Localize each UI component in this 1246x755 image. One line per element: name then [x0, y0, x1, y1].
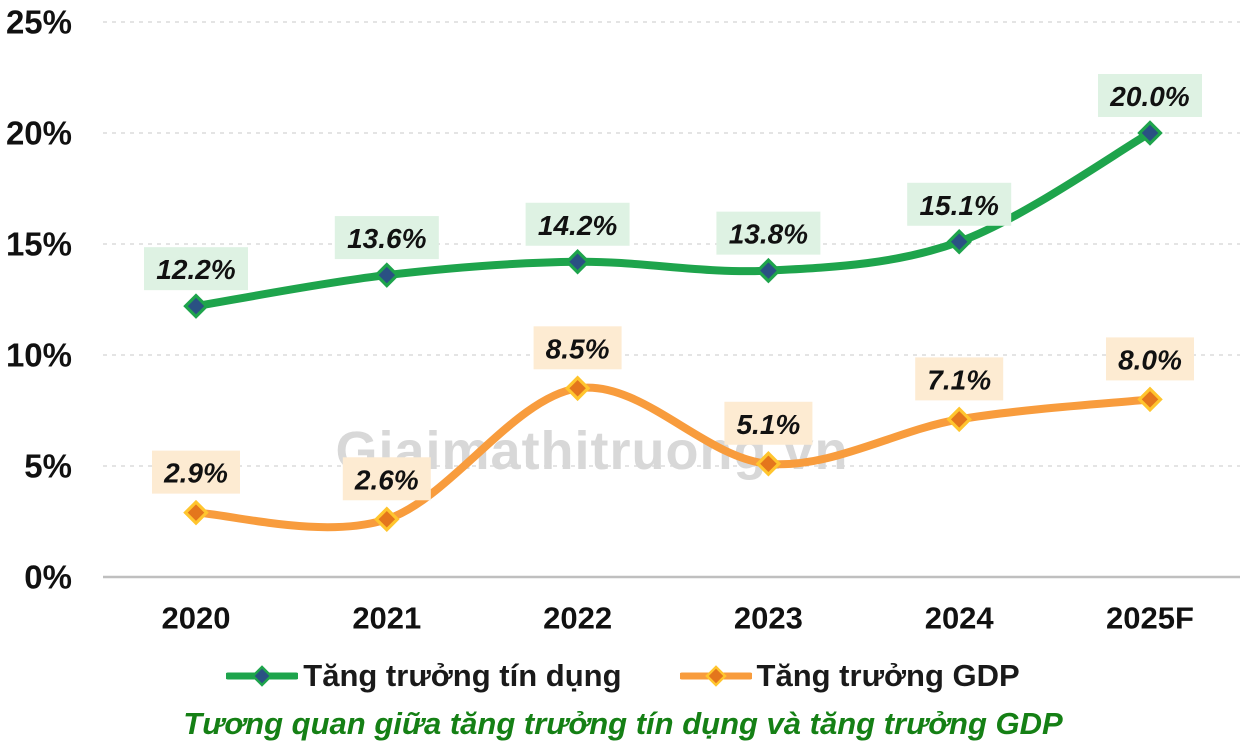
legend-marker	[704, 664, 727, 687]
data-point-marker	[374, 506, 400, 533]
value-label: 14.2%	[538, 210, 617, 241]
value-label: 2.9%	[163, 458, 228, 489]
y-axis-tick-label: 10%	[6, 337, 72, 374]
data-point-marker	[564, 375, 591, 402]
value-label-box	[716, 211, 821, 255]
data-point-marker	[946, 229, 972, 255]
value-label-box	[1098, 74, 1202, 117]
value-label: 2.6%	[354, 464, 419, 495]
legend-label-gdp-growth: Tăng trưởng GDP	[756, 658, 1020, 693]
legend-marker	[251, 664, 274, 687]
value-label-box	[533, 326, 622, 370]
y-axis-tick-label: 20%	[6, 115, 72, 152]
value-label-box	[144, 247, 248, 291]
y-axis-tick-label: 25%	[6, 4, 72, 41]
data-point-marker	[755, 451, 782, 477]
y-axis-tick-label: 5%	[24, 448, 72, 485]
gdp-line-swatch-icon	[679, 664, 752, 687]
value-label: 7.1%	[927, 364, 991, 395]
value-label: 13.8%	[729, 219, 808, 250]
data-point-marker	[183, 293, 209, 319]
value-label-box	[334, 216, 439, 260]
y-axis-tick-label: 0%	[24, 559, 72, 596]
x-axis-tick-label: 2021	[352, 601, 421, 636]
value-label: 8.0%	[1118, 344, 1182, 375]
x-axis-tick-label: 2022	[543, 601, 612, 636]
value-label: 20.0%	[1109, 81, 1189, 112]
value-label-box	[724, 401, 813, 445]
data-point-marker	[755, 257, 782, 284]
line-chart: 0%5%10%15%20%25%Giaimathitruong.vn12.2%1…	[6, 4, 1240, 636]
data-point-marker	[1137, 120, 1163, 146]
y-axis-tick-label: 15%	[6, 226, 72, 263]
x-axis-tick-label: 2025F	[1106, 601, 1194, 636]
data-point-marker	[1137, 386, 1163, 413]
value-label: 15.1%	[919, 190, 998, 221]
value-label-box	[342, 457, 431, 501]
chart-title: Tương quan giữa tăng trưởng tín dụng và …	[183, 706, 1063, 741]
legend-label-credit-growth: Tăng trưởng tín dụng	[303, 658, 622, 693]
credit-line-swatch-icon	[226, 664, 299, 687]
x-axis-tick-label: 2023	[734, 601, 803, 636]
value-label: 8.5%	[546, 333, 610, 364]
value-label-box	[915, 357, 1004, 401]
data-point-marker	[564, 248, 591, 275]
value-label-box	[1106, 337, 1194, 381]
legend-item-credit-growth: Tăng trưởng tín dụng	[226, 658, 622, 693]
data-point-marker	[946, 406, 972, 433]
data-point-marker	[183, 499, 209, 526]
x-axis-tick-label: 2024	[925, 601, 995, 636]
x-axis-tick-label: 2020	[162, 601, 231, 636]
value-label: 12.2%	[156, 254, 235, 285]
value-label-box	[907, 182, 1012, 226]
data-point-marker	[374, 262, 400, 288]
series-line-credit	[192, 129, 1154, 311]
legend-item-gdp-growth: Tăng trưởng GDP	[679, 658, 1020, 693]
value-label: 13.6%	[347, 223, 426, 254]
chart-legend: Tăng trưởng tín dụng Tăng trưởng GDP	[0, 660, 1246, 691]
value-label-box	[152, 450, 240, 494]
value-label-box	[525, 202, 630, 246]
value-label: 5.1%	[736, 409, 800, 440]
